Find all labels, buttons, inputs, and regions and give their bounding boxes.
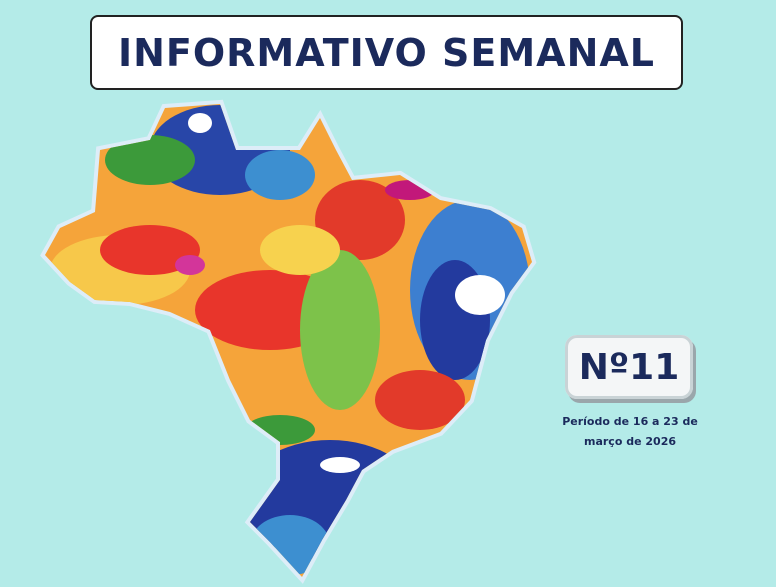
- title: INFORMATIVO SEMANAL: [117, 30, 656, 75]
- period: Período de 16 a 23 de março de 2026: [562, 415, 698, 448]
- title-box: INFORMATIVO SEMANAL: [90, 15, 683, 90]
- issue-number: Nº11: [565, 335, 693, 399]
- rainfall-map: [45, 104, 532, 577]
